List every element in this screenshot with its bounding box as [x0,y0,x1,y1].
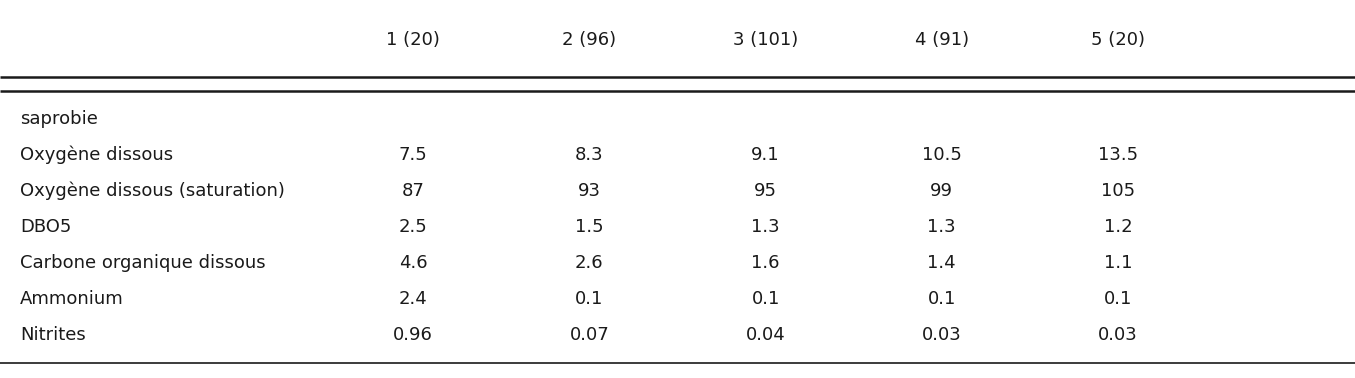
Text: 1.3: 1.3 [751,218,780,236]
Text: 1.3: 1.3 [927,218,957,236]
Text: 7.5: 7.5 [398,146,428,164]
Text: 1.6: 1.6 [751,254,780,272]
Text: 105: 105 [1100,182,1135,200]
Text: 8.3: 8.3 [575,146,604,164]
Text: 2.5: 2.5 [398,218,428,236]
Text: 0.03: 0.03 [921,325,962,344]
Text: 1 (20): 1 (20) [386,31,440,49]
Text: Oxygène dissous (saturation): Oxygène dissous (saturation) [20,182,285,200]
Text: 1.4: 1.4 [927,254,957,272]
Text: 2 (96): 2 (96) [562,31,617,49]
Text: 0.1: 0.1 [752,290,779,308]
Text: Ammonium: Ammonium [20,290,125,308]
Text: 0.96: 0.96 [393,325,434,344]
Text: saprobie: saprobie [20,110,98,128]
Text: 4.6: 4.6 [398,254,428,272]
Text: 2.4: 2.4 [398,290,428,308]
Text: Carbone organique dissous: Carbone organique dissous [20,254,266,272]
Text: 0.07: 0.07 [569,325,610,344]
Text: 95: 95 [755,182,776,200]
Text: 0.1: 0.1 [1104,290,1131,308]
Text: 1.5: 1.5 [575,218,604,236]
Text: 13.5: 13.5 [1098,146,1138,164]
Text: 0.1: 0.1 [576,290,603,308]
Text: Nitrites: Nitrites [20,325,87,344]
Text: 1.1: 1.1 [1103,254,1133,272]
Text: 0.03: 0.03 [1098,325,1138,344]
Text: 1.2: 1.2 [1103,218,1133,236]
Text: 2.6: 2.6 [575,254,604,272]
Text: 0.1: 0.1 [928,290,955,308]
Text: Oxygène dissous: Oxygène dissous [20,146,173,164]
Text: DBO5: DBO5 [20,218,72,236]
Text: 9.1: 9.1 [751,146,780,164]
Text: 10.5: 10.5 [921,146,962,164]
Text: 3 (101): 3 (101) [733,31,798,49]
Text: 4 (91): 4 (91) [915,31,969,49]
Text: 87: 87 [402,182,424,200]
Text: 93: 93 [579,182,600,200]
Text: 99: 99 [931,182,953,200]
Text: 5 (20): 5 (20) [1091,31,1145,49]
Text: 0.04: 0.04 [745,325,786,344]
